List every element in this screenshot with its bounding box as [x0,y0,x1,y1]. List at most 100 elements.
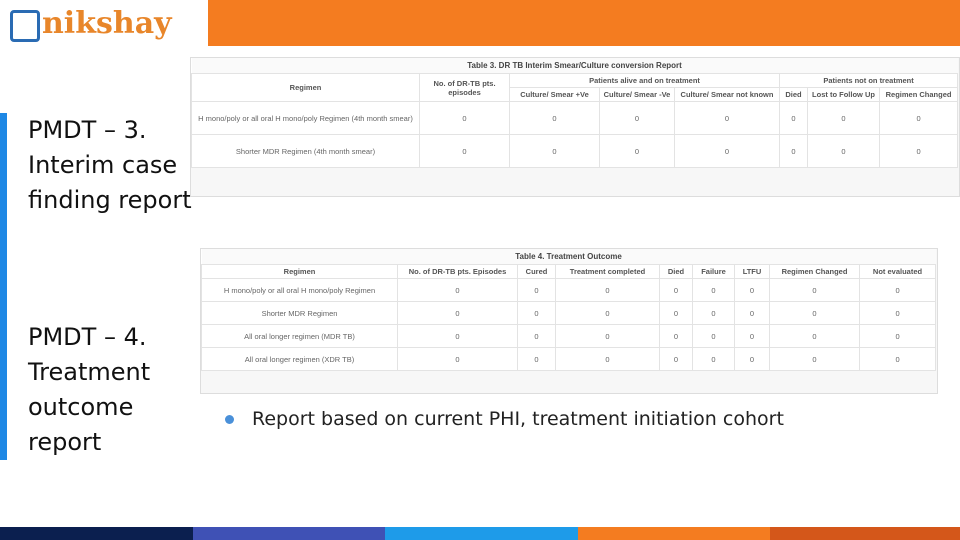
bullet-dot [225,415,234,424]
cell-value: 0 [509,134,600,168]
row-label: All oral longer regimen (MDR TB) [201,324,398,348]
cell-value: 0 [692,278,735,302]
accent-bar [0,113,7,460]
cell-value: 0 [692,347,735,371]
row-label: Shorter MDR Regimen (4th month smear) [191,134,420,168]
data-row: All oral longer regimen (MDR TB) 0 0 0 0 0 0 0 0 [201,324,937,348]
cell-value: 0 [692,301,735,325]
cell-value: 0 [807,134,880,168]
column-header: Regimen Changed [769,264,860,279]
table4-screenshot: Table 4. Treatment Outcome Regimen No. of … [200,248,938,394]
logo-text: nikshay [42,6,172,41]
cell-value: 0 [769,278,860,302]
data-row: H mono/poly or all oral H mono/poly Regi… [201,278,937,302]
column-header: Cured [517,264,556,279]
footer-stripe [385,527,578,540]
data-row: All oral longer regimen (XDR TB) 0 0 0 0 0 0 0 0 [201,347,937,371]
group-header: Patients alive and on treatment [509,73,780,88]
table-title: Table 4. Treatment Outcome [201,249,936,265]
column-header: No. of DR-TB pts. episodes [419,73,510,102]
cell-value: 0 [858,347,937,371]
column-header: Failure [692,264,735,279]
cell-value: 0 [858,324,937,348]
cell-value: 0 [734,324,770,348]
data-row: Shorter MDR Regimen (4th month smear) 0 0 0… [191,134,959,168]
cell-value: 0 [509,101,600,135]
footer-stripe [770,527,960,540]
cell-value: 0 [517,347,556,371]
cell-value: 0 [807,101,880,135]
cell-value: 0 [599,134,675,168]
cell-value: 0 [878,101,959,135]
cell-value: 0 [397,324,518,348]
table-title: Table 3. DR TB Interim Smear/Culture con… [191,58,958,74]
bullet-text: Report based on current PHI, treatment i… [252,408,784,430]
row-label: All oral longer regimen (XDR TB) [201,347,398,371]
cell-value: 0 [779,134,808,168]
column-header: Culture/ Smear -Ve [599,87,675,102]
cell-value: 0 [659,278,693,302]
cell-value: 0 [397,301,518,325]
section-label: PMDT – 4. Treatment outcome report [28,323,151,456]
column-header: Lost to Follow Up [807,87,880,102]
column-header: Culture/ Smear not known [674,87,780,102]
row-label: H mono/poly or all oral H mono/poly Regi… [191,101,420,135]
cell-value: 0 [517,324,556,348]
cell-value: 0 [659,301,693,325]
header-row: Regimen No. of DR-TB pts. Episodes Cured Tr… [201,264,937,279]
cell-value: 0 [769,301,860,325]
table: Table 3. DR TB Interim Smear/Culture con… [191,58,959,168]
column-header: Culture/ Smear +Ve [509,87,600,102]
cell-value: 0 [555,278,660,302]
cell-value: 0 [419,101,510,135]
cell-value: 0 [858,301,937,325]
column-header: Regimen Changed [878,87,959,102]
data-row: Shorter MDR Regimen 0 0 0 0 0 0 0 0 [201,301,937,325]
cell-value: 0 [769,324,860,348]
logo-icon [10,10,40,42]
cell-value: 0 [599,101,675,135]
row-label: H mono/poly or all oral H mono/poly Regi… [201,278,398,302]
cell-value: 0 [555,324,660,348]
column-header: No. of DR-TB pts. Episodes [397,264,518,279]
cell-value: 0 [734,347,770,371]
column-header: Died [659,264,693,279]
data-row: H mono/poly or all oral H mono/poly Regi… [191,101,959,135]
table3-screenshot: Table 3. DR TB Interim Smear/Culture con… [190,57,960,197]
title-row: Table 3. DR TB Interim Smear/Culture con… [191,58,958,74]
cell-value: 0 [769,347,860,371]
cell-value: 0 [397,347,518,371]
column-header: Died [779,87,808,102]
cell-value: 0 [659,324,693,348]
group-header: Patients not on treatment [778,73,959,88]
cell-value: 0 [674,101,780,135]
cell-value: 0 [734,278,770,302]
group-row: Regimen No. of DR-TB pts. episodes Patient… [191,73,959,102]
section-label: PMDT – 3. Interim case finding report [28,116,192,214]
cell-value: 0 [397,278,518,302]
cell-value: 0 [734,301,770,325]
column-header: LTFU [734,264,770,279]
cell-value: 0 [555,301,660,325]
cell-value: 0 [555,347,660,371]
footer-stripe [0,527,193,540]
row-label: Shorter MDR Regimen [201,301,398,325]
cell-value: 0 [674,134,780,168]
cell-value: 0 [779,101,808,135]
top-bar [208,0,960,46]
column-header: Regimen [201,264,398,279]
cell-value: 0 [419,134,510,168]
table: Table 4. Treatment Outcome Regimen No. of … [201,249,937,371]
cell-value: 0 [517,301,556,325]
column-header: Treatment completed [555,264,660,279]
cell-value: 0 [659,347,693,371]
footer-stripe [193,527,385,540]
column-header: Not evaluated [858,264,937,279]
cell-value: 0 [858,278,937,302]
cell-value: 0 [878,134,959,168]
footer-stripe [578,527,770,540]
title-row: Table 4. Treatment Outcome [201,249,936,265]
column-header: Regimen [191,73,420,102]
cell-value: 0 [692,324,735,348]
